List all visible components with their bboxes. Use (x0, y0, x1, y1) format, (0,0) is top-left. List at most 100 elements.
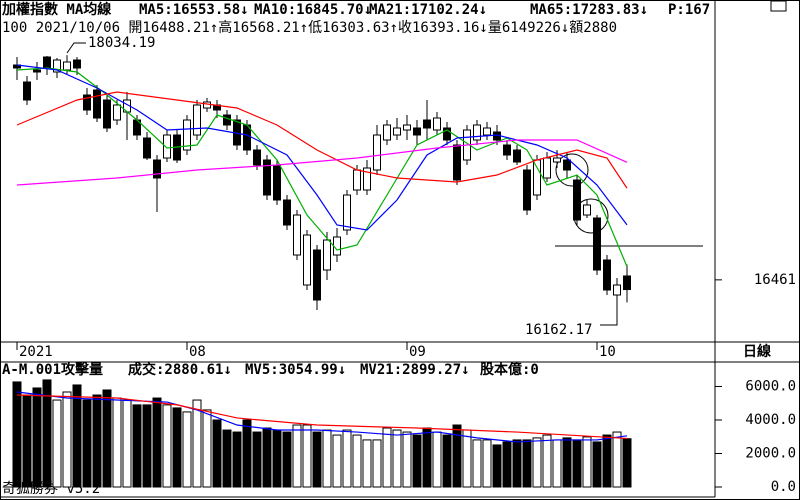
candle-body (383, 124, 391, 141)
legend-entry: MA5:16553.58↓ (139, 2, 249, 18)
volume-bar (122, 399, 132, 488)
volume-bar (492, 444, 502, 488)
volume-bar (462, 429, 472, 488)
candle-body (43, 56, 51, 69)
candle-body (53, 59, 61, 73)
candle-body (323, 239, 331, 271)
candle-body (603, 259, 611, 291)
volume-bar (252, 431, 262, 488)
volume-bar (452, 424, 462, 488)
legend-entry: 成交:2880.61↓ (128, 361, 232, 378)
candle-body (473, 124, 481, 141)
volume-bar (72, 384, 82, 488)
volume-bar (182, 411, 192, 488)
volume-bar (542, 434, 552, 488)
candle-body (543, 157, 551, 179)
high-annotation: 18034.19 (88, 35, 155, 51)
candle-body (253, 149, 261, 166)
candle-body (153, 159, 161, 179)
volume-bar (262, 427, 272, 488)
volume-bar (272, 429, 282, 488)
y-tick-label: 2000.0 (745, 445, 796, 461)
volume-title: A-M.001攻擊量 (2, 361, 103, 378)
period-label[interactable]: 日線 (743, 343, 771, 360)
x-tick-label: 09 (409, 344, 426, 360)
volume-bar (502, 441, 512, 488)
volume-bar (442, 434, 452, 488)
volume-bar (512, 439, 522, 488)
volume-bar (482, 439, 492, 488)
candle-body (303, 234, 311, 286)
volume-bar (212, 419, 222, 488)
candle-body (623, 275, 631, 291)
legend-entry: MA21:17102.24↓ (369, 2, 487, 18)
volume-bar (152, 397, 162, 488)
y-tick-label: 0.0 (771, 479, 796, 495)
volume-bar (102, 389, 112, 488)
volume-bar (222, 429, 232, 488)
volume-bar (342, 429, 352, 488)
candle-body (573, 179, 581, 221)
annotation-leader (66, 42, 86, 54)
volume-bar (302, 424, 312, 488)
legend-entry: MV21:2899.27↓ (360, 362, 470, 378)
quote-info: 100 2021/10/06 開16488.21↑高16568.21↑低1630… (2, 19, 617, 36)
window-icon[interactable] (770, 0, 787, 12)
candle-body (363, 167, 371, 191)
candle-body (503, 144, 511, 156)
y-tick-label: 4000.0 (745, 412, 796, 428)
candle-body (283, 199, 291, 226)
volume-bar (412, 434, 422, 488)
volume-bar (582, 436, 592, 488)
volume-bar (362, 439, 372, 488)
volume-bar (552, 439, 562, 488)
ma-line (16, 139, 628, 186)
volume-bar (522, 439, 532, 488)
volume-bar (112, 397, 122, 488)
candle-body (533, 159, 541, 196)
legend-entry: MA65:17283.83↓ (530, 2, 648, 18)
volume-bar (622, 438, 632, 488)
candle-body (93, 89, 101, 119)
candle-body (583, 204, 591, 216)
chart-title: 加權指數 MA均線 (1, 1, 111, 18)
y-tick-label: 6000.0 (745, 378, 796, 394)
legend-entry: MV5:3054.99↓ (245, 362, 346, 378)
candle-body (293, 214, 301, 256)
candle-body (563, 159, 571, 171)
volume-bar (32, 387, 42, 488)
volume-bar (602, 434, 612, 488)
candle-body (453, 144, 461, 181)
candle-body (513, 149, 521, 163)
candle-body (273, 164, 281, 201)
volume-bar (202, 409, 212, 488)
candle-body (483, 127, 491, 136)
candle-body (63, 61, 71, 71)
volume-bar (422, 427, 432, 488)
volume-bar (232, 431, 242, 488)
volume-bar (592, 441, 602, 488)
candle-body (73, 59, 81, 69)
candle-body (263, 159, 271, 196)
volume-bar (392, 429, 402, 488)
legend-entry: P:167 (668, 2, 710, 18)
candle-body (413, 127, 421, 136)
candle-body (203, 101, 211, 109)
ma-line (16, 394, 628, 440)
volume-bar (142, 404, 152, 488)
volume-bar (282, 431, 292, 488)
x-tick-label: 10 (599, 344, 616, 360)
ma-line (16, 91, 628, 189)
candle-body (83, 94, 91, 111)
volume-bar (172, 407, 182, 488)
candle-body (433, 117, 441, 131)
volume-bar (52, 399, 62, 488)
volume-bar (352, 434, 362, 488)
candle-body (523, 169, 531, 211)
x-tick-label: 08 (189, 344, 206, 360)
candle-body (23, 81, 31, 101)
candle-body (393, 127, 401, 136)
ma-line (16, 64, 628, 231)
candle-body (163, 134, 171, 159)
